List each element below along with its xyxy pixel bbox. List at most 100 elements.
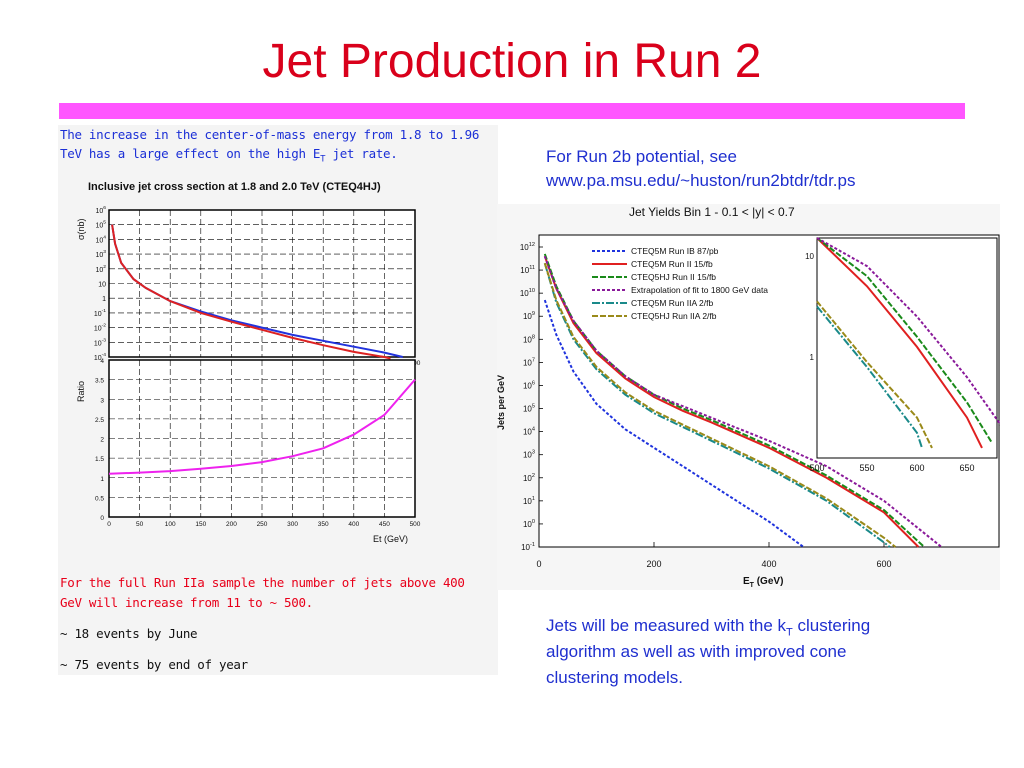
chart1-ytick-exp: 5 xyxy=(103,220,106,226)
chart3-ytick-exp: 6 xyxy=(532,380,535,386)
chart3-legend-label: CTEQ5M Run IB 87/pb xyxy=(631,246,719,256)
chart3-ytick-exp: 8 xyxy=(532,334,535,340)
chart3-ytick-exp: 4 xyxy=(532,427,535,433)
chart2-xlabel: Et (GeV) xyxy=(373,534,408,544)
chart3-ytick-exp: 9 xyxy=(532,311,535,317)
chart2-ytick: 3.5 xyxy=(95,378,104,385)
intro-text-line2-end: jet rate. xyxy=(325,146,398,161)
chart1-ytick: 1 xyxy=(102,296,106,303)
chart3-xtick: 600 xyxy=(876,559,891,569)
chart3-ytick: 102 xyxy=(523,473,535,483)
jets-text-sub: T xyxy=(786,626,793,639)
chart3-ytick-exp: 3 xyxy=(532,450,535,456)
chart1-ytick-exp: -1 xyxy=(102,308,107,314)
chart2-ytick: 3 xyxy=(100,397,104,404)
chart3-ylabel: Jets per GeV xyxy=(497,375,506,430)
chart2-ytick: 4 xyxy=(100,358,104,365)
chart2-ytick: 2 xyxy=(100,437,104,444)
chart2-series-line xyxy=(108,378,416,475)
chart2-xtick: 250 xyxy=(257,521,268,528)
chart2-tick-labels: 0 0.5 1 1.5 2 2.5 3 3.5 4 0 50 100 150 200 250 300 350 40… xyxy=(95,358,421,528)
title-divider-bar xyxy=(59,103,965,119)
chart1-ytick: 102 xyxy=(95,264,106,274)
chart2-xtick: 150 xyxy=(195,521,206,528)
inset-ytick: 10 xyxy=(805,252,814,261)
intro-text-line1: The increase in the center-of-mass energ… xyxy=(60,127,480,142)
chart3-legend: CTEQ5M Run IB 87/pb CTEQ5M Run II 15/fb CT… xyxy=(592,246,768,321)
inset-series-line xyxy=(816,237,983,449)
chart3-ytick-exp: -1 xyxy=(530,542,535,548)
run2b-link-url[interactable]: www.pa.msu.edu/~huston/run2btdr/tdr.ps xyxy=(546,171,856,190)
chart1-ytick-exp: 4 xyxy=(103,234,106,240)
chart3-legend-label: CTEQ5HJ Run II 15/fb xyxy=(631,272,716,282)
chart3-series xyxy=(543,253,943,548)
chart3-ytick-exp: 5 xyxy=(532,404,535,410)
jets-text-line3: clustering models. xyxy=(546,668,684,687)
chart3-legend-label: CTEQ5HJ Run IIA 2/fb xyxy=(631,311,717,321)
chart3-ytick-exp: 12 xyxy=(529,242,535,248)
chart1-ytick-exp: 2 xyxy=(103,264,106,270)
jets-text-line1-a: Jets will be measured with the k xyxy=(546,616,786,635)
chart3-ytick: 105 xyxy=(523,404,535,414)
chart3-ytick: 1010 xyxy=(520,288,535,298)
chart3-title: Jet Yields Bin 1 - 0.1 < |y| < 0.7 xyxy=(629,205,795,219)
chart1-title: Inclusive jet cross section at 1.8 and 2… xyxy=(88,181,381,193)
chart3-xlabel-unit: (GeV) xyxy=(754,576,783,587)
inset-xtick: 550 xyxy=(859,463,874,473)
run2b-link-line1: For Run 2b potential, see xyxy=(546,147,737,166)
inset-series-line xyxy=(816,237,993,444)
chart3-series-line xyxy=(543,262,897,548)
inset-series-line xyxy=(816,305,923,449)
chart3-ytick: 108 xyxy=(523,334,535,344)
inset-tick-labels: 500 550 600 650 10 1 xyxy=(805,252,974,473)
chart3-ytick-exp: 7 xyxy=(532,357,535,363)
chart1-ytick: 10-4 xyxy=(94,352,106,362)
inset-xtick: 600 xyxy=(909,463,924,473)
chart2-xtick: 0 xyxy=(107,521,111,528)
run2a-text-line1: For the full Run IIa sample the number o… xyxy=(60,575,465,590)
chart2-xtick: 500 xyxy=(410,521,421,528)
chart1-ytick: 105 xyxy=(95,220,106,230)
run2a-text-line2: GeV will increase from 11 to ~ 500. xyxy=(60,595,313,610)
chart3-ytick: 100 xyxy=(523,519,535,529)
chart2-xtick: 50 xyxy=(136,521,144,528)
chart3-legend-label: Extrapolation of fit to 1800 GeV data xyxy=(631,285,768,295)
chart3-ytick-exp: 1 xyxy=(532,496,535,502)
chart1-ytick: 10-2 xyxy=(94,323,106,333)
chart1-ytick: 103 xyxy=(95,249,106,259)
chart1-ytick-exp: -4 xyxy=(102,352,107,358)
chart3-ytick: 1012 xyxy=(520,242,535,252)
chart3-ytick: 101 xyxy=(523,496,535,506)
chart3-ytick: 106 xyxy=(523,380,535,390)
intro-text-line2-main: TeV has a large effect on the high E xyxy=(60,146,321,161)
chart3-xtick: 400 xyxy=(761,559,776,569)
slide-title: Jet Production in Run 2 xyxy=(262,35,762,88)
inset-series xyxy=(816,237,1000,449)
intro-text-line2: TeV has a large effect on the high ET je… xyxy=(60,146,398,165)
chart2-ytick: 0.5 xyxy=(95,495,104,502)
chart3-ytick-exp: 0 xyxy=(532,519,535,525)
chart1-ytick-exp: 3 xyxy=(103,249,106,255)
chart3-xlabel-sub: T xyxy=(750,582,755,589)
chart1-ytick: 10 xyxy=(98,282,106,289)
chart2-ytick: 0 xyxy=(100,515,104,522)
chart1-ytick: 10-1 xyxy=(94,308,106,318)
inset-xtick: 500 xyxy=(809,463,824,473)
chart2-xtick: 400 xyxy=(348,521,359,528)
chart2-ytick: 1.5 xyxy=(95,456,104,463)
chart3-ytick-exp: 10 xyxy=(529,288,535,294)
chart3-legend-label: CTEQ5M Run II 15/fb xyxy=(631,259,713,269)
chart3-ytick-exp: 11 xyxy=(529,265,535,271)
events-year-text: ~ 75 events by end of year xyxy=(60,657,248,672)
chart1-ylabel: σ(nb) xyxy=(76,218,86,240)
chart2-ylabel: Ratio xyxy=(76,381,86,402)
inset-plot-area xyxy=(816,237,998,459)
chart3-ytick: 107 xyxy=(523,357,535,367)
events-june-text: ~ 18 events by June xyxy=(60,626,198,641)
chart1-ytick: 104 xyxy=(95,234,106,244)
chart1-ytick-exp: -2 xyxy=(102,323,107,329)
chart3-xtick: 0 xyxy=(536,559,541,569)
chart1-ytick-exp: 6 xyxy=(103,205,106,211)
chart3-legend-label: CTEQ5M Run IIA 2/fb xyxy=(631,298,713,308)
inset-series-line xyxy=(816,300,933,449)
